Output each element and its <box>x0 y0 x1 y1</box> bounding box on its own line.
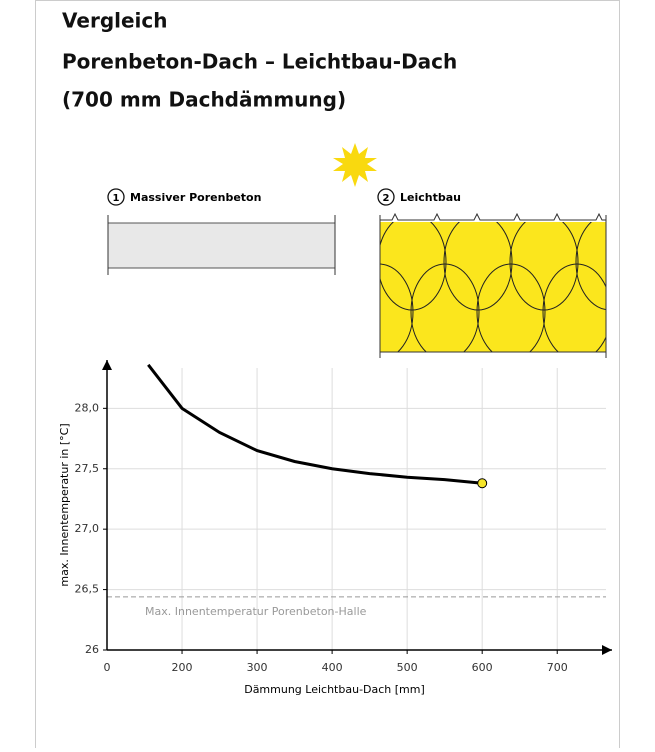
label: Leichtbau <box>400 191 461 204</box>
number: 2 <box>383 193 390 204</box>
y-tick-label: 27,5 <box>75 462 100 475</box>
title-line: Porenbeton-Dach – Leichtbau-Dach <box>62 50 457 74</box>
frame <box>36 1 620 749</box>
page: Vergleich Porenbeton-Dach – Leichtbau-Da… <box>0 0 655 748</box>
leichtbau-roof <box>345 214 644 360</box>
title-line: Vergleich <box>62 9 168 33</box>
x-tick-label: 300 <box>247 661 268 674</box>
x-tick-label: 200 <box>172 661 193 674</box>
y-tick-label: 26 <box>85 643 99 656</box>
x-tick-label: 400 <box>322 661 343 674</box>
title-line: (700 mm Dachdämmung) <box>62 88 346 112</box>
reference-label: Max. Innentemperatur Porenbeton-Halle <box>145 605 367 618</box>
y-tick-label: 28,0 <box>75 401 100 414</box>
y-tick-label: 26,5 <box>75 583 100 596</box>
y-tick-label: 27,0 <box>75 522 100 535</box>
x-tick-label: 500 <box>397 661 418 674</box>
x-origin-label: 0 <box>104 661 111 674</box>
end-point <box>478 479 487 488</box>
label: Massiver Porenbeton <box>130 191 261 204</box>
y-axis-label: max. Innentemperatur in [°C] <box>58 423 71 586</box>
x-axis-label: Dämmung Leichtbau-Dach [mm] <box>244 683 425 696</box>
x-tick-label: 700 <box>547 661 568 674</box>
number: 1 <box>113 193 120 204</box>
porenbeton-slab <box>108 215 335 275</box>
x-tick-label: 600 <box>472 661 493 674</box>
